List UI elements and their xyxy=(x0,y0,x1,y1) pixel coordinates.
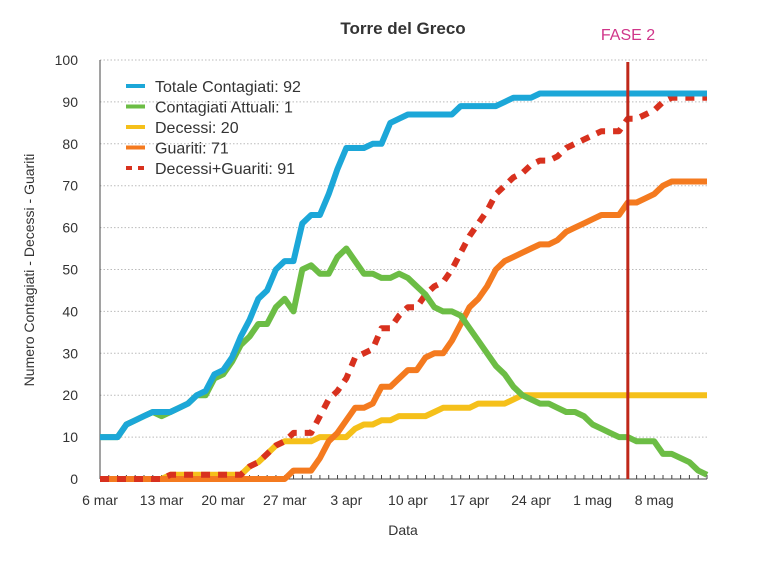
y-tick-label: 100 xyxy=(55,52,79,68)
x-axis-ticks: 6 mar 13 mar 20 mar 27 mar 3 apr 10 apr 17 apr… xyxy=(82,475,708,508)
x-tick-label: 6 mar xyxy=(82,492,118,508)
x-tick-label: 8 mag xyxy=(635,492,674,508)
legend-entry: Totale Contagiati: 92 xyxy=(155,79,301,96)
x-tick-label: 10 apr xyxy=(388,492,428,508)
x-axis-label: Data xyxy=(388,522,418,538)
y-tick-label: 80 xyxy=(62,136,78,152)
y-axis-ticks: 0 10 20 30 40 50 60 70 80 90 100 xyxy=(55,52,79,487)
series-line-3 xyxy=(100,178,707,482)
x-tick-label: 17 apr xyxy=(450,492,490,508)
y-tick-label: 10 xyxy=(62,429,78,445)
x-tick-label: 3 apr xyxy=(330,492,362,508)
x-tick-label: 1 mag xyxy=(573,492,612,508)
y-tick-label: 70 xyxy=(62,178,78,194)
y-tick-label: 30 xyxy=(62,345,78,361)
y-tick-label: 50 xyxy=(62,262,78,278)
y-tick-label: 40 xyxy=(62,303,78,319)
legend: Totale Contagiati: 92 Contagiati Attuali:… xyxy=(126,79,301,178)
chart-title: Torre del Greco xyxy=(340,19,465,38)
legend-entry: Decessi+Guariti: 91 xyxy=(155,161,295,178)
series-line-1 xyxy=(100,245,709,478)
x-tick-label: 20 mar xyxy=(201,492,245,508)
series-lines xyxy=(100,90,709,482)
series-line-0 xyxy=(100,90,707,441)
x-tick-label: 27 mar xyxy=(263,492,307,508)
series-line-4 xyxy=(100,94,707,482)
legend-entry: Decessi: 20 xyxy=(155,120,239,137)
fase-2-annotation-label: FASE 2 xyxy=(601,27,655,44)
legend-entry: Contagiati Attuali: 1 xyxy=(155,100,293,117)
y-tick-label: 90 xyxy=(62,94,78,110)
x-tick-label: 24 apr xyxy=(511,492,551,508)
y-axis-label: Numero Contagiati - Decessi - Guariti xyxy=(21,154,37,387)
y-tick-label: 0 xyxy=(70,471,78,487)
y-tick-label: 20 xyxy=(62,387,78,403)
x-tick-label: 13 mar xyxy=(140,492,184,508)
legend-entry: Guariti: 71 xyxy=(155,141,229,158)
y-tick-label: 60 xyxy=(62,220,78,236)
